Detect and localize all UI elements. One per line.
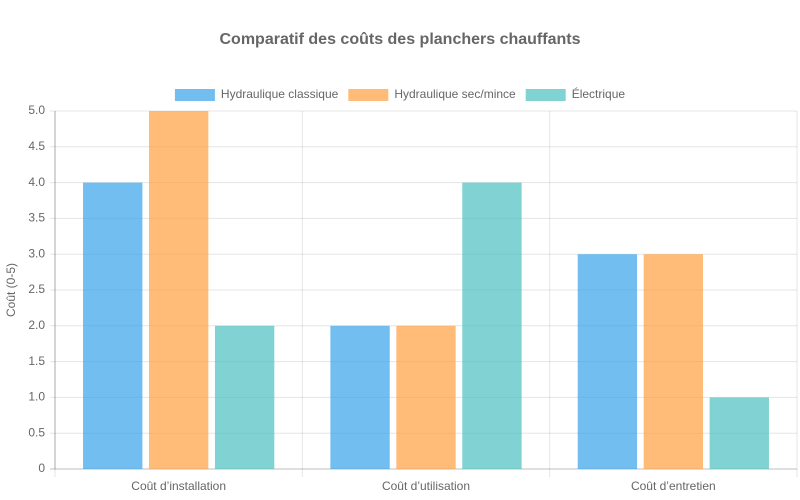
y-tick-label: 1.5 — [28, 354, 45, 368]
x-tick-label: Coût d’entretien — [631, 479, 716, 493]
y-tick-label: 1.0 — [28, 390, 45, 404]
legend-label: Hydraulique sec/mince — [394, 87, 516, 101]
x-tick-label: Coût d’utilisation — [382, 479, 470, 493]
bar — [462, 182, 522, 469]
bar — [577, 254, 638, 469]
legend-label: Électrique — [572, 86, 626, 101]
legend-swatch — [525, 89, 566, 101]
bar — [709, 397, 769, 469]
y-axis-title: Coût (0-5) — [4, 263, 18, 317]
bar — [148, 111, 209, 469]
y-tick-label: 4.0 — [28, 175, 45, 189]
legend-swatch — [174, 89, 215, 101]
bar — [83, 182, 143, 469]
y-tick-label: 4.5 — [28, 139, 45, 153]
legend-label: Hydraulique classique — [221, 87, 339, 101]
bar — [396, 325, 456, 469]
bar — [330, 325, 390, 469]
y-tick-label: 2.5 — [28, 282, 45, 296]
y-tick-label: 5.0 — [28, 103, 45, 117]
y-tick-label: 0.5 — [28, 425, 45, 439]
y-tick-label: 0 — [38, 461, 45, 475]
y-tick-label: 3.5 — [28, 211, 45, 225]
chart-title: Comparatif des coûts des planchers chauf… — [220, 31, 581, 48]
bar — [214, 325, 275, 469]
y-tick-label: 3.0 — [28, 246, 45, 260]
legend-swatch — [348, 89, 389, 101]
bar — [643, 254, 704, 469]
x-tick-label: Coût d’installation — [131, 479, 226, 493]
y-tick-label: 2.0 — [28, 318, 45, 332]
